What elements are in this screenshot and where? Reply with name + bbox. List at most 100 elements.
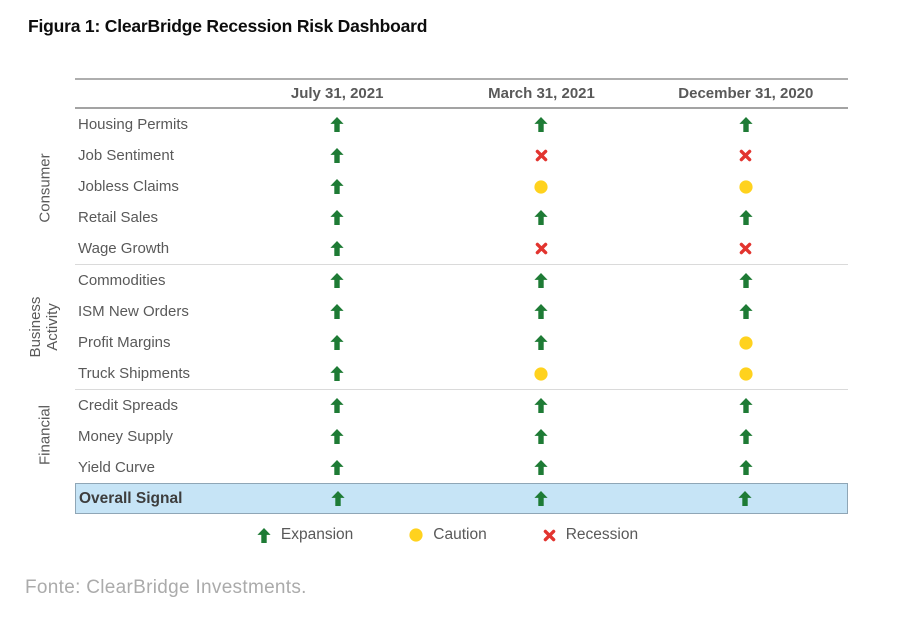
expansion-arrow-icon [257,527,271,543]
expansion-arrow-icon [534,398,549,413]
table-row: Job Sentiment [75,140,848,171]
status-cell [440,491,644,506]
indicator-group: Commodities ISM New Orders Profit Margins T… [75,264,848,389]
caution-circle-icon [739,335,753,350]
caution-circle-icon [534,179,549,194]
recession-x-icon [535,242,548,255]
status-cell [235,179,439,194]
status-cell [644,304,848,319]
status-cell [235,429,439,444]
expansion-arrow-icon [534,273,549,288]
expansion-arrow-icon [534,335,549,350]
status-cell [235,241,439,256]
source-attribution: Fonte: ClearBridge Investments. [25,577,307,598]
overall-signal-label: Overall Signal [79,489,183,507]
status-cell [439,210,643,225]
expansion-arrow-icon [534,429,549,444]
recession-x-icon [543,529,556,542]
status-cell [439,273,643,288]
status-cell [643,491,847,506]
legend-label-recession: Recession [565,526,639,543]
expansion-arrow-icon [534,304,549,319]
column-header-december-2020: December 31, 2020 [678,85,814,102]
status-cell [439,398,643,413]
legend-label-caution: Caution [433,526,487,543]
expansion-arrow-icon [330,429,344,444]
dashboard-table: July 31, 2021 March 31, 2021 December 31… [75,78,848,514]
status-legend: Expansion Caution Recession [61,521,834,549]
expansion-arrow-icon [330,460,344,475]
expansion-arrow-icon [331,491,345,506]
legend-label-expansion: Expansion [280,526,354,543]
status-cell [644,366,848,381]
status-cell [235,210,439,225]
status-cell [439,460,643,475]
status-cell [644,273,848,288]
status-cell [439,335,643,350]
expansion-arrow-icon [330,210,344,225]
expansion-arrow-icon [330,148,344,163]
table-body: Housing Permits Job Sentiment Jobless Clai… [75,109,848,483]
legend-item-caution: Caution [409,526,487,544]
expansion-arrow-icon [534,491,549,506]
table-header-row: July 31, 2021 March 31, 2021 December 31… [75,78,848,109]
caution-circle-icon [534,366,549,381]
category-label-business-activity: Business Activity [26,296,61,358]
indicator-label: Money Supply [78,428,174,445]
indicator-label: Profit Margins [78,334,171,351]
status-cell [235,335,439,350]
indicator-label: ISM New Orders [78,303,189,320]
recession-x-icon [739,242,752,255]
status-cell [644,335,848,350]
status-cell [235,460,439,475]
indicator-label: Yield Curve [78,459,155,476]
table-row: ISM New Orders [75,296,848,327]
category-label-financial: Financial [36,404,54,466]
indicator-label: Commodities [78,272,166,289]
status-cell [644,117,848,132]
expansion-arrow-icon [330,241,344,256]
expansion-arrow-icon [330,304,344,319]
indicator-group: Housing Permits Job Sentiment Jobless Clai… [75,109,848,264]
caution-circle-icon [739,366,753,381]
status-cell [235,366,439,381]
indicator-label: Truck Shipments [78,365,190,382]
table-row: Housing Permits [75,109,848,140]
status-cell [644,242,848,255]
expansion-arrow-icon [739,304,753,319]
status-cell [644,429,848,444]
status-cell [644,149,848,162]
expansion-arrow-icon [534,460,549,475]
expansion-arrow-icon [739,398,753,413]
table-row: Yield Curve [75,452,848,483]
legend-item-expansion: Expansion [257,526,353,544]
expansion-arrow-icon [330,117,344,132]
expansion-arrow-icon [534,210,549,225]
column-header-july-2021: July 31, 2021 [290,85,384,102]
legend-item-recession: Recession [543,526,638,544]
table-row: Wage Growth [75,233,848,264]
expansion-arrow-icon [534,117,549,132]
status-cell [235,117,439,132]
table-row: Money Supply [75,421,848,452]
status-cell [644,179,848,194]
expansion-arrow-icon [739,210,753,225]
expansion-arrow-icon [330,398,344,413]
column-header-march-2021: March 31, 2021 [488,85,595,102]
status-cell [644,210,848,225]
status-cell [439,429,643,444]
recession-x-icon [535,149,548,162]
recession-x-icon [739,149,752,162]
indicator-label: Housing Permits [78,116,189,133]
indicator-label: Jobless Claims [78,178,179,195]
expansion-arrow-icon [738,491,752,506]
status-cell [235,148,439,163]
status-cell [644,398,848,413]
table-row: Retail Sales [75,202,848,233]
expansion-arrow-icon [330,335,344,350]
table-row: Jobless Claims [75,171,848,202]
status-cell [644,460,848,475]
status-cell [439,117,643,132]
indicator-group: Credit Spreads Money Supply Yield Curve [75,389,848,483]
